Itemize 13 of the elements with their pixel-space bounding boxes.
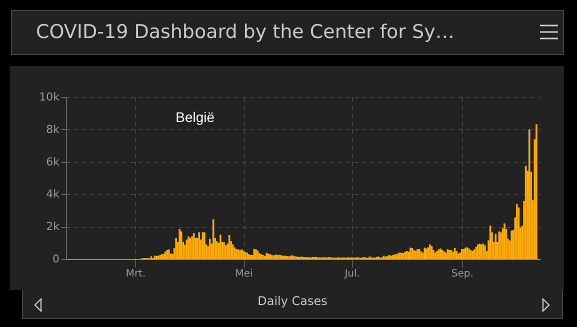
y-tick-label: 10k: [39, 90, 60, 104]
x-axis-title: Daily Cases: [256, 294, 328, 308]
text: België: [176, 109, 215, 125]
y-tick-label: 8k: [46, 122, 60, 136]
x-tick-label: Jul.: [344, 268, 360, 280]
y-tick-label: 6k: [46, 155, 60, 168]
y-tick-label: 2k: [46, 220, 60, 234]
chart-title: COVID-19 Dashboard by the Center for Sy…: [36, 21, 454, 43]
x-tick-label: Sep.: [451, 268, 474, 280]
y-tick-label: 0: [52, 252, 60, 266]
x-tick-label: Mrt.: [126, 268, 146, 280]
y-tick-label: 4k: [46, 188, 60, 201]
x-tick-label: Mei: [235, 268, 253, 280]
